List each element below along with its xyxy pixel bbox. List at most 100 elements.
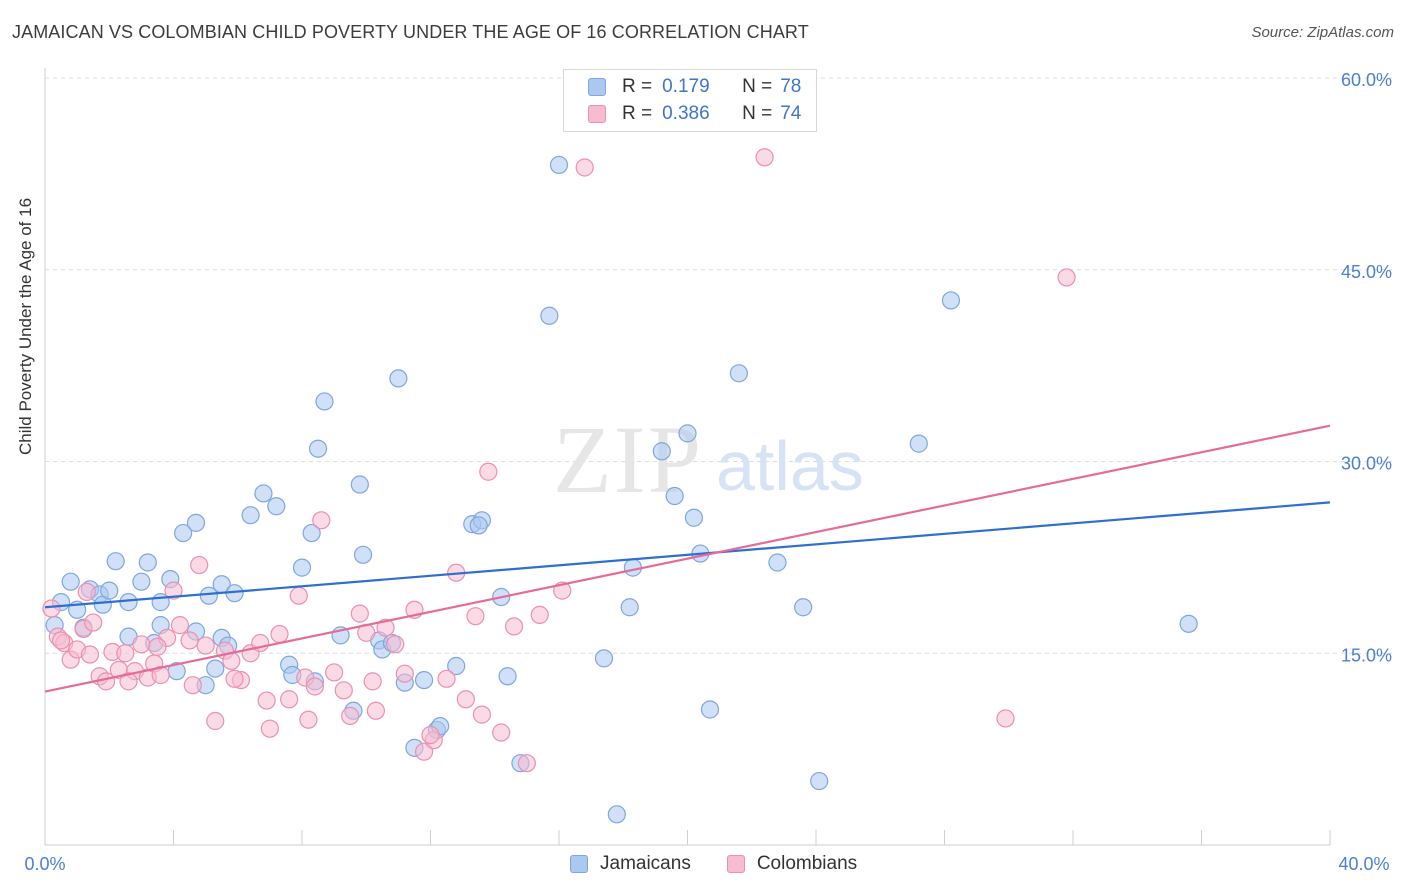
data-point [225,669,244,688]
data-point [755,148,774,167]
data-point [119,672,138,691]
legend-r-value: 0.179 [662,76,710,97]
correlation-legend: R = 0.179 N = 78 R = 0.386 N = 74 [563,69,817,132]
watermark-atlas: atlas [716,427,864,505]
data-point [186,513,206,532]
trend-line [44,501,1331,609]
data-point [106,552,125,571]
data-point [466,607,485,626]
x-tick-label: 40.0% [1338,854,1389,874]
data-point [190,555,209,575]
data-point [530,605,549,625]
data-point [575,158,594,177]
data-point [151,665,170,685]
data-point [305,677,324,696]
data-point [289,586,308,605]
data-point [447,656,466,676]
data-point [794,598,813,617]
data-point [678,424,697,443]
data-point [270,624,289,644]
trend-lines [44,424,1331,693]
data-point [292,558,312,577]
data-point [810,771,829,791]
data-point [199,586,218,605]
x-tick-label: 0.0% [24,854,65,874]
data-point [437,669,456,688]
data-point [42,599,61,618]
data-point [684,508,704,527]
data-point [472,705,491,724]
data-point [164,581,183,600]
data-point [260,719,279,738]
data-point [51,631,71,650]
legend-n-label: N = [742,76,773,97]
data-point [206,711,225,731]
data-point [504,617,524,636]
data-point [350,475,369,494]
data-point [421,725,440,745]
chart-title: JAMAICAN VS COLOMBIAN CHILD POVERTY UNDE… [12,22,809,42]
swatch-jamaicans [570,855,588,873]
data-point [620,598,639,617]
tick-labels: 15.0% 30.0% 45.0% 60.0% 0.0% 40.0% [24,70,1392,874]
swatch-colombians [726,855,745,873]
data-point [315,392,334,411]
legend-swatch-colombians [588,105,606,123]
data-point [498,667,517,686]
data-point [119,593,138,612]
legend-swatch-jamaicans [588,78,606,96]
legend-row-colombians: R = 0.386 N = 74 [588,102,801,126]
legend-item-jamaicans: Jamaicans [570,853,691,875]
y-tick-label: 60.0% [1341,70,1392,90]
data-point [395,664,414,683]
data-point [479,462,498,481]
data-point [241,506,260,525]
data-point [517,754,536,773]
data-point [196,636,215,655]
data-point [941,291,961,310]
data-point [1179,614,1198,633]
data-point [170,616,190,635]
trend-line [44,424,1331,693]
data-point [366,701,385,720]
data-point [334,681,353,700]
y-tick-label: 15.0% [1341,645,1392,665]
data-point [325,663,344,682]
data-point [700,700,720,719]
gridlines [45,77,1392,654]
watermark: ZIP atlas [553,406,864,513]
data-point [206,659,225,678]
colombians-points [42,148,1076,773]
data-point [456,690,475,709]
legend-row-jamaicans: R = 0.179 N = 78 [588,75,801,99]
data-point [308,439,328,458]
data-point [469,516,488,535]
data-point [607,805,626,824]
data-point [376,618,395,637]
data-point [138,553,157,572]
legend-label-colombians: Colombians [756,853,858,874]
data-point [80,645,100,664]
data-point [257,691,276,710]
data-point [61,572,80,591]
legend-r-value: 0.386 [662,103,710,124]
axes [44,68,1331,846]
data-point [768,553,787,572]
data-point [729,364,749,383]
legend-item-colombians: Colombians [726,853,858,875]
data-point [549,155,569,175]
data-point [386,635,405,654]
data-point [414,670,434,690]
data-point [363,672,382,691]
data-point [594,649,614,668]
data-point [353,545,373,564]
data-point [84,613,103,632]
data-point [132,572,151,591]
legend-r-label: R = [622,76,653,97]
data-point [180,631,199,650]
data-point [280,690,299,709]
data-point [350,604,369,623]
data-point [77,582,96,601]
data-point [148,637,167,656]
legend-n-value: 74 [780,103,802,124]
